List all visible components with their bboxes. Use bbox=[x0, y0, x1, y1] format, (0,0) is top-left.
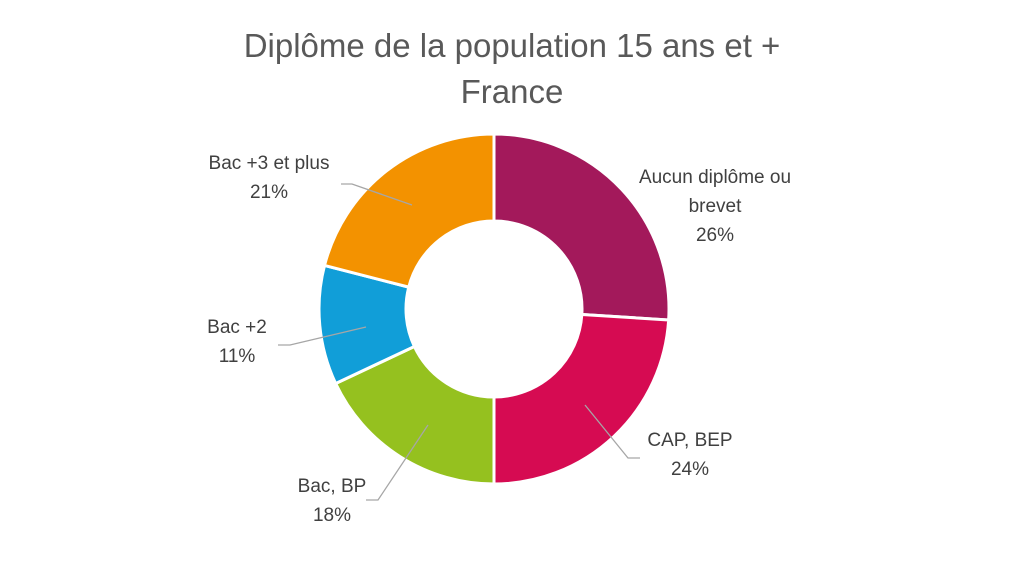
category-label-aucun-dipl-me-ou-brevet: Aucun diplôme ou bbox=[639, 167, 791, 188]
leader-line-bac-bp bbox=[366, 424, 429, 501]
data-label-bac-2: 11% bbox=[219, 346, 256, 367]
category-label-aucun-dipl-me-ou-brevet: brevet bbox=[689, 196, 743, 217]
category-label-cap-bep: CAP, BEP bbox=[647, 430, 732, 451]
category-label-bac-bp: Bac, BP bbox=[298, 476, 367, 497]
slice-bac-bp bbox=[333, 344, 496, 486]
data-label-bac-3-et-plus: 21% bbox=[250, 182, 288, 203]
category-label-bac-2: Bac +2 bbox=[207, 317, 267, 338]
chart-title-line-2: France bbox=[460, 73, 564, 110]
data-label-bac-bp: 18% bbox=[313, 505, 351, 526]
chart-title-line-1: Diplôme de la population 15 ans et + bbox=[243, 27, 781, 64]
leader-line-bac-2 bbox=[278, 326, 367, 346]
data-label-cap-bep: 24% bbox=[671, 459, 709, 480]
slice-cap-bep bbox=[492, 312, 671, 486]
slice-bac-3-et-plus bbox=[322, 132, 496, 289]
data-label-aucun-dipl-me-ou-brevet: 26% bbox=[696, 225, 734, 246]
slice-aucun-dipl-me-ou-brevet bbox=[492, 132, 671, 322]
leader-line-cap-bep bbox=[584, 404, 640, 459]
category-label-bac-3-et-plus: Bac +3 et plus bbox=[209, 153, 330, 174]
leader-line-bac-3-et-plus bbox=[341, 183, 413, 206]
